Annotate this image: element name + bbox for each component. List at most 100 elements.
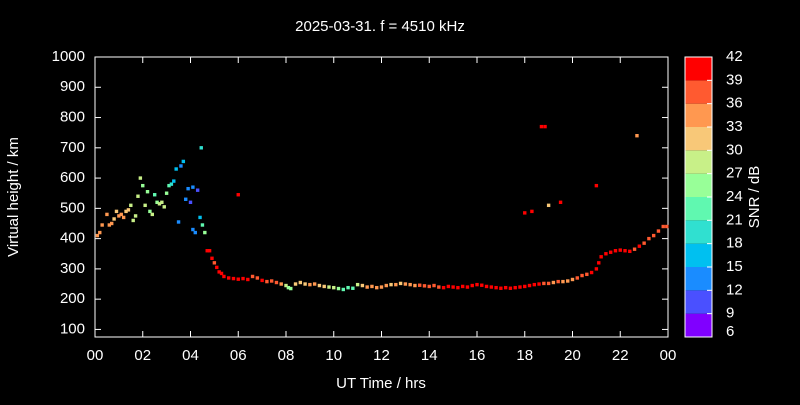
- data-point: [484, 284, 489, 289]
- data-point: [585, 272, 589, 277]
- data-point: [260, 278, 264, 283]
- data-point: [143, 203, 147, 208]
- data-point: [360, 283, 365, 288]
- data-point: [441, 285, 446, 290]
- data-point: [422, 284, 427, 288]
- data-point: [628, 249, 632, 254]
- data-point: [408, 282, 412, 287]
- data-point: [523, 211, 527, 215]
- data-point: [530, 209, 534, 214]
- data-point: [298, 280, 303, 285]
- data-point: [518, 285, 522, 289]
- data-point: [169, 182, 174, 186]
- data-point: [651, 233, 656, 238]
- colorbar-swatch: [685, 267, 712, 291]
- colorbar-tick-label: 33: [726, 118, 743, 135]
- data-point: [236, 277, 240, 281]
- data-point: [222, 274, 226, 279]
- data-point: [219, 271, 224, 276]
- x-tick-label: 00: [87, 347, 104, 364]
- y-tick-label: 700: [60, 139, 85, 156]
- data-point: [566, 279, 570, 283]
- data-point: [665, 224, 669, 229]
- data-point: [167, 183, 171, 188]
- data-point: [613, 249, 618, 253]
- data-point: [246, 277, 250, 282]
- colorbar-swatch: [685, 80, 712, 104]
- data-point: [503, 285, 508, 290]
- data-point: [114, 209, 119, 214]
- data-point: [124, 209, 128, 214]
- data-point: [162, 205, 166, 209]
- data-point: [110, 221, 114, 226]
- data-point: [446, 284, 451, 289]
- data-point: [227, 276, 231, 280]
- data-point: [195, 188, 200, 192]
- y-tick-label: 100: [60, 320, 85, 337]
- data-point: [539, 124, 544, 129]
- data-point: [635, 134, 639, 138]
- data-point: [203, 230, 207, 235]
- data-point: [451, 285, 455, 289]
- y-tick-label: 400: [60, 230, 85, 247]
- data-point: [112, 217, 116, 221]
- y-axis-label: Virtual height / km: [5, 137, 22, 257]
- data-point: [489, 285, 494, 289]
- data-point: [303, 282, 307, 286]
- data-point: [656, 229, 661, 233]
- data-point: [174, 167, 178, 171]
- colorbar-swatch: [685, 173, 712, 197]
- data-point: [494, 285, 498, 290]
- data-point: [129, 203, 133, 208]
- data-point: [475, 282, 479, 287]
- data-point: [308, 282, 312, 287]
- data-point: [537, 282, 541, 286]
- data-point: [403, 282, 408, 286]
- data-point: [145, 190, 150, 194]
- data-point: [198, 215, 202, 220]
- data-point: [480, 283, 484, 287]
- data-point: [117, 214, 121, 218]
- data-point: [532, 282, 536, 287]
- x-tick-label: 04: [182, 347, 199, 364]
- data-point: [121, 215, 126, 220]
- data-point: [141, 183, 145, 188]
- data-point: [332, 285, 336, 290]
- data-point: [355, 282, 360, 287]
- data-point: [126, 208, 131, 212]
- data-point: [193, 230, 197, 235]
- data-point: [336, 286, 341, 291]
- x-tick-label: 16: [469, 347, 486, 364]
- data-point: [427, 284, 431, 289]
- data-point: [623, 249, 627, 253]
- plot-frame: [94, 56, 669, 338]
- data-point: [379, 285, 384, 289]
- x-tick-label: 18: [516, 347, 533, 364]
- data-point: [609, 250, 613, 254]
- data-point: [546, 203, 551, 208]
- data-point: [551, 280, 556, 285]
- data-point: [523, 284, 527, 289]
- chart-title: 2025-03-31. f = 4510 kHz: [295, 18, 465, 35]
- y-tick-label: 900: [60, 78, 85, 95]
- data-point: [542, 281, 546, 286]
- y-tick-label: 200: [60, 290, 85, 307]
- data-point: [375, 285, 379, 290]
- data-point: [642, 241, 646, 245]
- data-point: [279, 282, 283, 286]
- colorbar-tick-label: 15: [726, 258, 743, 275]
- colorbar-swatch: [685, 313, 712, 337]
- colorbar-swatch: [685, 127, 712, 151]
- data-point: [637, 244, 642, 248]
- data-point: [269, 279, 274, 283]
- x-tick-label: 14: [421, 347, 438, 364]
- x-tick-label: 02: [134, 347, 151, 364]
- data-point: [632, 247, 637, 251]
- data-point: [508, 286, 513, 290]
- y-tick-label: 800: [60, 109, 85, 126]
- data-point: [179, 164, 183, 168]
- data-point: [188, 200, 193, 204]
- data-point: [255, 276, 260, 280]
- data-point: [470, 283, 474, 288]
- colorbar-swatch: [685, 290, 712, 314]
